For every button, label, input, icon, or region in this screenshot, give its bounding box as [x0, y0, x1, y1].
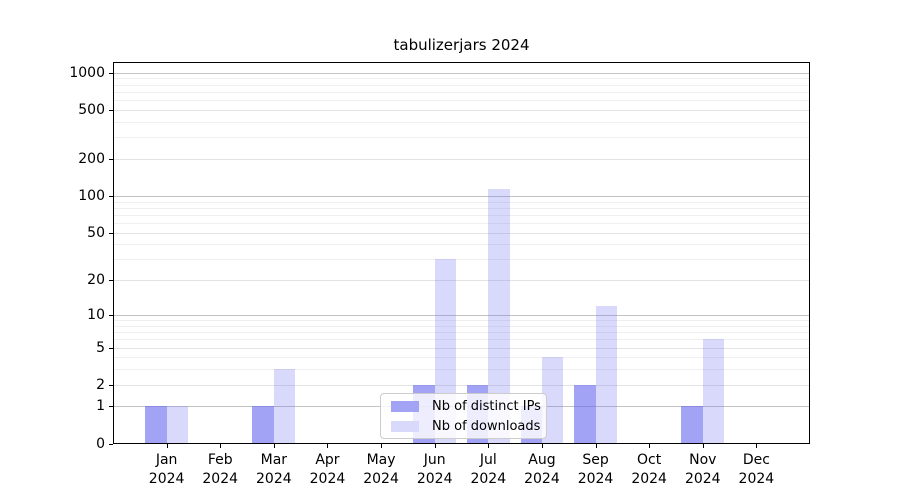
x-tick-mark-nov — [702, 444, 704, 448]
y-tick-label-10: 10 — [87, 306, 105, 323]
bar-downloads-jul — [488, 188, 510, 443]
x-tick-mark-apr — [327, 444, 329, 448]
y-gridline-minor-3 — [114, 369, 809, 371]
bar-distinct-ips-sep — [574, 384, 596, 443]
y-tick-mark-10 — [109, 314, 113, 316]
y-gridline-5 — [114, 347, 809, 349]
y-gridline-10 — [114, 314, 809, 316]
y-tick-label-1000: 1000 — [69, 64, 105, 81]
x-tick-mark-jun — [434, 444, 436, 448]
y-tick-mark-100 — [109, 195, 113, 197]
y-gridline-minor-40 — [114, 244, 809, 246]
y-tick-mark-2 — [109, 384, 113, 386]
y-tick-mark-200 — [109, 159, 113, 161]
bar-distinct-ips-nov — [681, 406, 703, 443]
x-tick-mark-feb — [220, 444, 222, 448]
bar-distinct-ips-jan — [145, 406, 167, 443]
y-gridline-500 — [114, 110, 809, 111]
y-tick-mark-500 — [109, 110, 113, 111]
x-tick-mark-jan — [166, 444, 168, 448]
x-tick-mark-oct — [649, 444, 651, 448]
x-tick-label-aug: Aug 2024 — [524, 452, 560, 487]
chart-title: tabulizerjars 2024 — [393, 36, 530, 54]
y-tick-label-0: 0 — [96, 435, 105, 452]
x-tick-label-sep: Sep 2024 — [577, 452, 614, 487]
y-gridline-minor-400 — [114, 121, 809, 123]
x-tick-label-oct: Oct 2024 — [631, 452, 667, 487]
y-tick-mark-5 — [109, 347, 113, 349]
x-tick-mark-dec — [756, 444, 758, 448]
y-tick-mark-20 — [109, 280, 113, 282]
downloads-swatch-icon — [391, 420, 419, 432]
y-tick-label-50: 50 — [87, 224, 105, 241]
y-gridline-minor-700 — [114, 91, 809, 93]
y-gridline-minor-800 — [114, 84, 809, 86]
y-gridline-minor-300 — [114, 137, 809, 139]
y-gridline-100 — [114, 195, 809, 197]
x-tick-mark-jul — [488, 444, 490, 448]
y-tick-label-200: 200 — [78, 151, 105, 168]
y-gridline-minor-900 — [114, 78, 809, 80]
x-tick-label-feb: Feb 2024 — [202, 452, 239, 487]
legend: Nb of distinct IPs Nb of downloads — [380, 393, 547, 439]
y-gridline-minor-600 — [114, 100, 809, 102]
y-gridline-minor-6 — [114, 339, 809, 341]
x-tick-label-mar: Mar 2024 — [256, 452, 292, 487]
x-tick-mark-mar — [273, 444, 275, 448]
y-tick-label-500: 500 — [78, 102, 105, 118]
y-gridline-minor-30 — [114, 259, 809, 261]
y-gridline-minor-80 — [114, 207, 809, 209]
x-tick-label-apr: Apr 2024 — [309, 452, 346, 487]
y-tick-mark-0 — [109, 443, 113, 445]
y-tick-mark-50 — [109, 232, 113, 234]
y-tick-label-1: 1 — [96, 398, 105, 415]
x-tick-label-may: May 2024 — [363, 452, 399, 487]
legend-label-distinct-ips: Nb of distinct IPs — [432, 398, 541, 414]
y-tick-label-2: 2 — [96, 376, 105, 393]
y-gridline-20 — [114, 280, 809, 282]
bar-downloads-mar — [273, 369, 296, 443]
x-tick-label-jul: Jul 2024 — [470, 452, 507, 487]
y-tick-mark-1000 — [109, 72, 113, 74]
legend-item-distinct-ips: Nb of distinct IPs — [387, 398, 541, 414]
y-gridline-minor-70 — [114, 214, 809, 216]
bar-downloads-aug — [541, 357, 564, 443]
x-tick-mark-sep — [595, 444, 597, 448]
bar-downloads-jan — [166, 406, 188, 443]
y-gridline-minor-9 — [114, 320, 809, 322]
y-gridline-minor-7 — [114, 332, 809, 334]
x-tick-mark-aug — [541, 444, 543, 448]
legend-label-downloads: Nb of downloads — [432, 418, 541, 434]
y-gridline-minor-8 — [114, 325, 809, 327]
y-gridline-minor-4 — [114, 357, 809, 359]
y-gridline-1000 — [114, 72, 809, 74]
y-tick-mark-1 — [109, 406, 113, 408]
y-gridline-2 — [114, 384, 809, 386]
bar-downloads-sep — [595, 306, 617, 443]
x-tick-label-nov: Nov 2024 — [684, 452, 721, 487]
y-tick-label-20: 20 — [87, 272, 105, 289]
y-tick-label-5: 5 — [96, 339, 105, 356]
x-tick-label-jan: Jan 2024 — [148, 452, 185, 487]
y-gridline-200 — [114, 159, 809, 161]
distinct-ips-swatch-icon — [391, 400, 419, 412]
plot-area — [113, 62, 810, 444]
bar-downloads-nov — [702, 339, 725, 443]
x-tick-label-dec: Dec 2024 — [738, 452, 775, 487]
y-tick-label-100: 100 — [78, 187, 105, 204]
legend-item-downloads: Nb of downloads — [387, 418, 540, 434]
bar-distinct-ips-mar — [252, 406, 274, 443]
y-gridline-minor-90 — [114, 201, 809, 203]
x-tick-mark-may — [381, 444, 383, 448]
x-tick-label-jun: Jun 2024 — [416, 452, 453, 487]
y-gridline-minor-60 — [114, 223, 809, 225]
y-gridline-50 — [114, 232, 809, 234]
